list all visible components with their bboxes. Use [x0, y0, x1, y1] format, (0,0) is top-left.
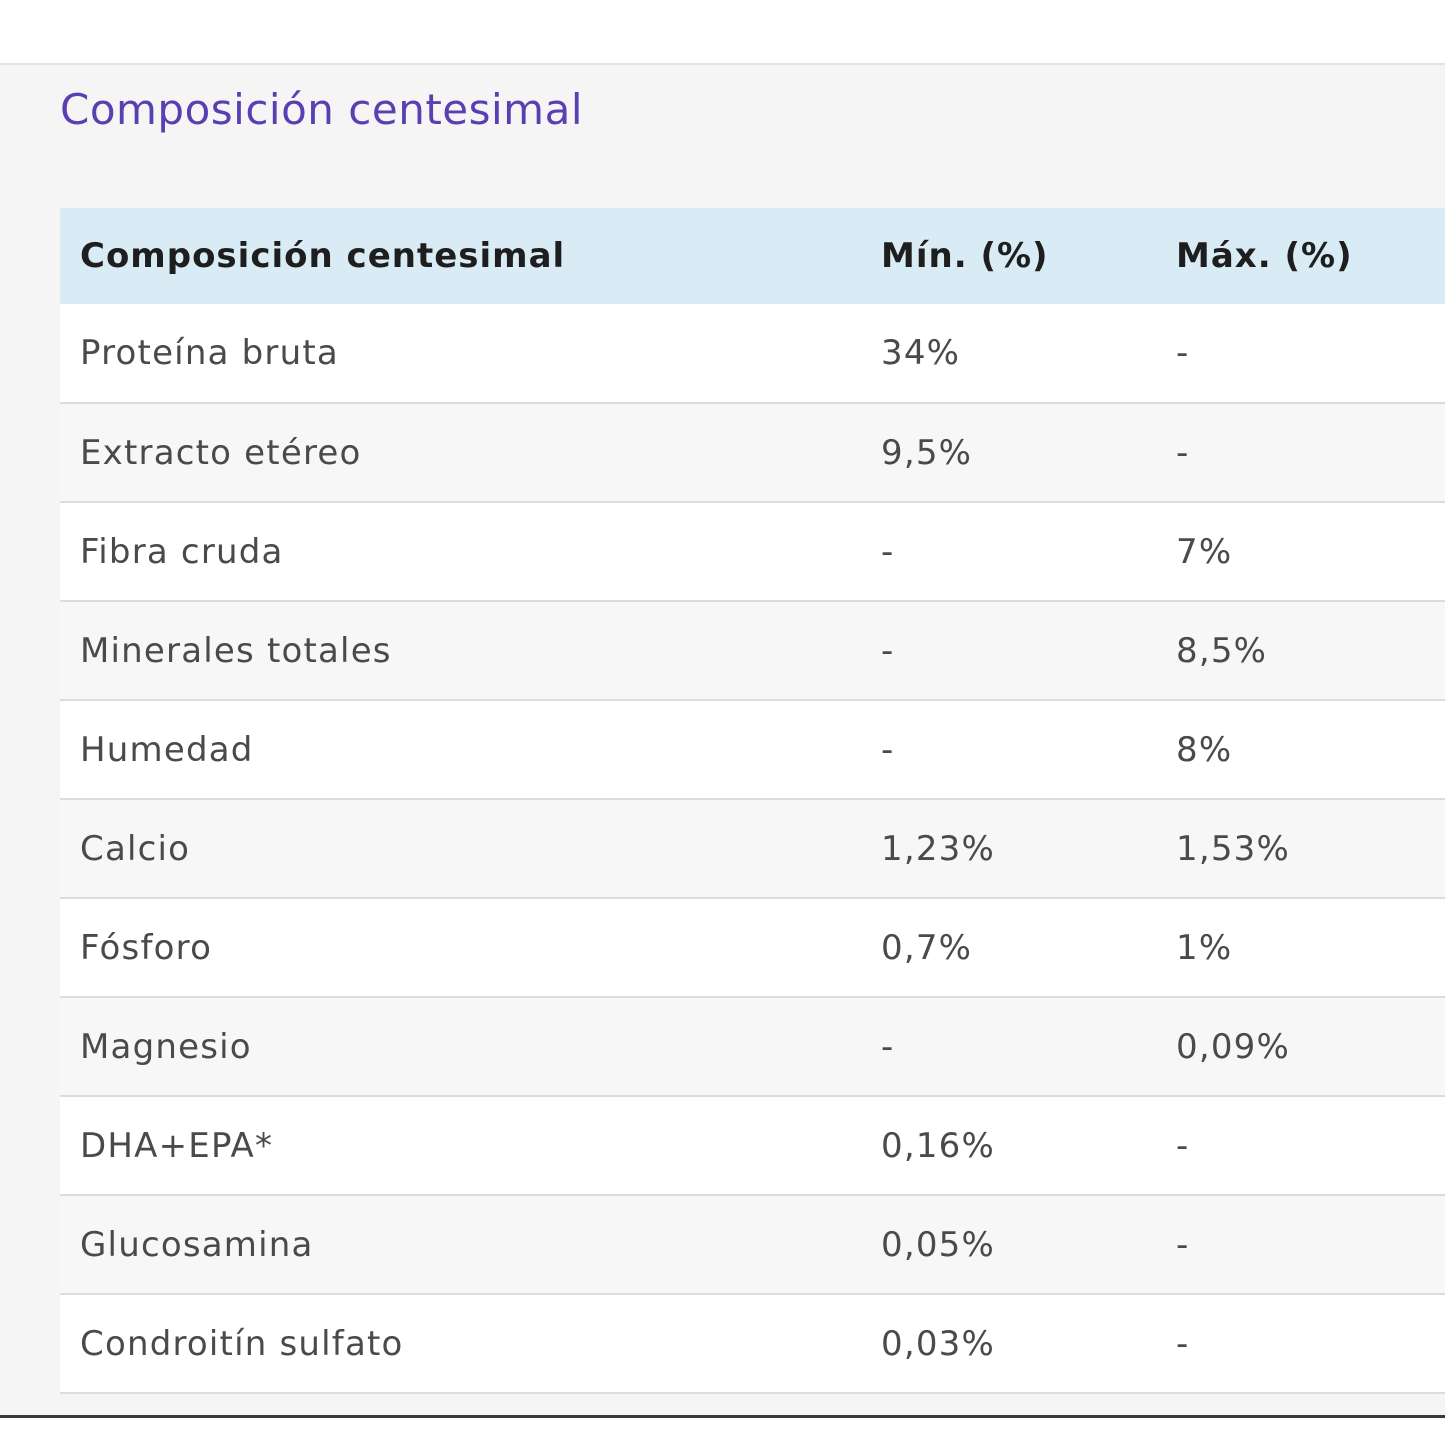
row-name: Minerales totales [80, 630, 392, 671]
row-min: - [881, 630, 895, 671]
row-max: 0,09% [1176, 1026, 1291, 1067]
table-row: Condroitín sulfato 0,03% - [60, 1294, 1445, 1393]
row-min: 0,16% [881, 1125, 996, 1166]
table-row: Proteína bruta 34% - [60, 304, 1445, 403]
row-max: - [1176, 1224, 1190, 1265]
row-max: 1% [1176, 927, 1233, 968]
row-name: Magnesio [80, 1026, 252, 1067]
row-name: Glucosamina [80, 1224, 314, 1265]
table-row: Fósforo 0,7% 1% [60, 898, 1445, 997]
table-row: Glucosamina 0,05% - [60, 1195, 1445, 1294]
row-min: 0,7% [881, 927, 973, 968]
row-name: Humedad [80, 729, 254, 770]
header-max: Máx. (%) [1176, 236, 1353, 276]
row-max: 1,53% [1176, 828, 1291, 869]
header-composition: Composición centesimal [80, 236, 566, 276]
row-max: 8,5% [1176, 630, 1268, 671]
row-max: - [1176, 1323, 1190, 1364]
table-row: Fibra cruda - 7% [60, 502, 1445, 601]
table-row: Magnesio - 0,09% [60, 997, 1445, 1096]
row-name: Proteína bruta [80, 333, 339, 373]
row-min: - [881, 531, 895, 572]
row-max: - [1176, 432, 1190, 473]
row-max: - [1176, 333, 1190, 373]
table-row: Calcio 1,23% 1,53% [60, 799, 1445, 898]
row-max: - [1176, 1125, 1190, 1166]
table-row: Humedad - 8% [60, 700, 1445, 799]
table-row: DHA+EPA* 0,16% - [60, 1096, 1445, 1195]
composition-panel: Composición centesimal Composición cente… [0, 65, 1445, 1418]
header-min: Mín. (%) [881, 236, 1049, 276]
top-strip [0, 0, 1445, 65]
row-name: Fósforo [80, 927, 213, 968]
row-min: 34% [881, 333, 961, 373]
row-name: Fibra cruda [80, 531, 284, 572]
row-name: DHA+EPA* [80, 1125, 274, 1166]
section-title: Composición centesimal [60, 85, 583, 134]
row-min: 1,23% [881, 828, 996, 869]
row-min: 0,05% [881, 1224, 996, 1265]
row-max: 8% [1176, 729, 1233, 770]
table-row: Extracto etéreo 9,5% - [60, 403, 1445, 502]
composition-table: Composición centesimal Mín. (%) Máx. (%)… [60, 208, 1445, 1394]
table-row: Minerales totales - 8,5% [60, 601, 1445, 700]
row-name: Condroitín sulfato [80, 1323, 404, 1364]
row-max: 7% [1176, 531, 1233, 572]
row-min: - [881, 1026, 895, 1067]
row-name: Calcio [80, 828, 191, 869]
table-header-row: Composición centesimal Mín. (%) Máx. (%) [60, 208, 1445, 304]
row-min: 0,03% [881, 1323, 996, 1364]
row-min: 9,5% [881, 432, 973, 473]
row-name: Extracto etéreo [80, 432, 362, 473]
bottom-strip [0, 1418, 1445, 1445]
row-min: - [881, 729, 895, 770]
